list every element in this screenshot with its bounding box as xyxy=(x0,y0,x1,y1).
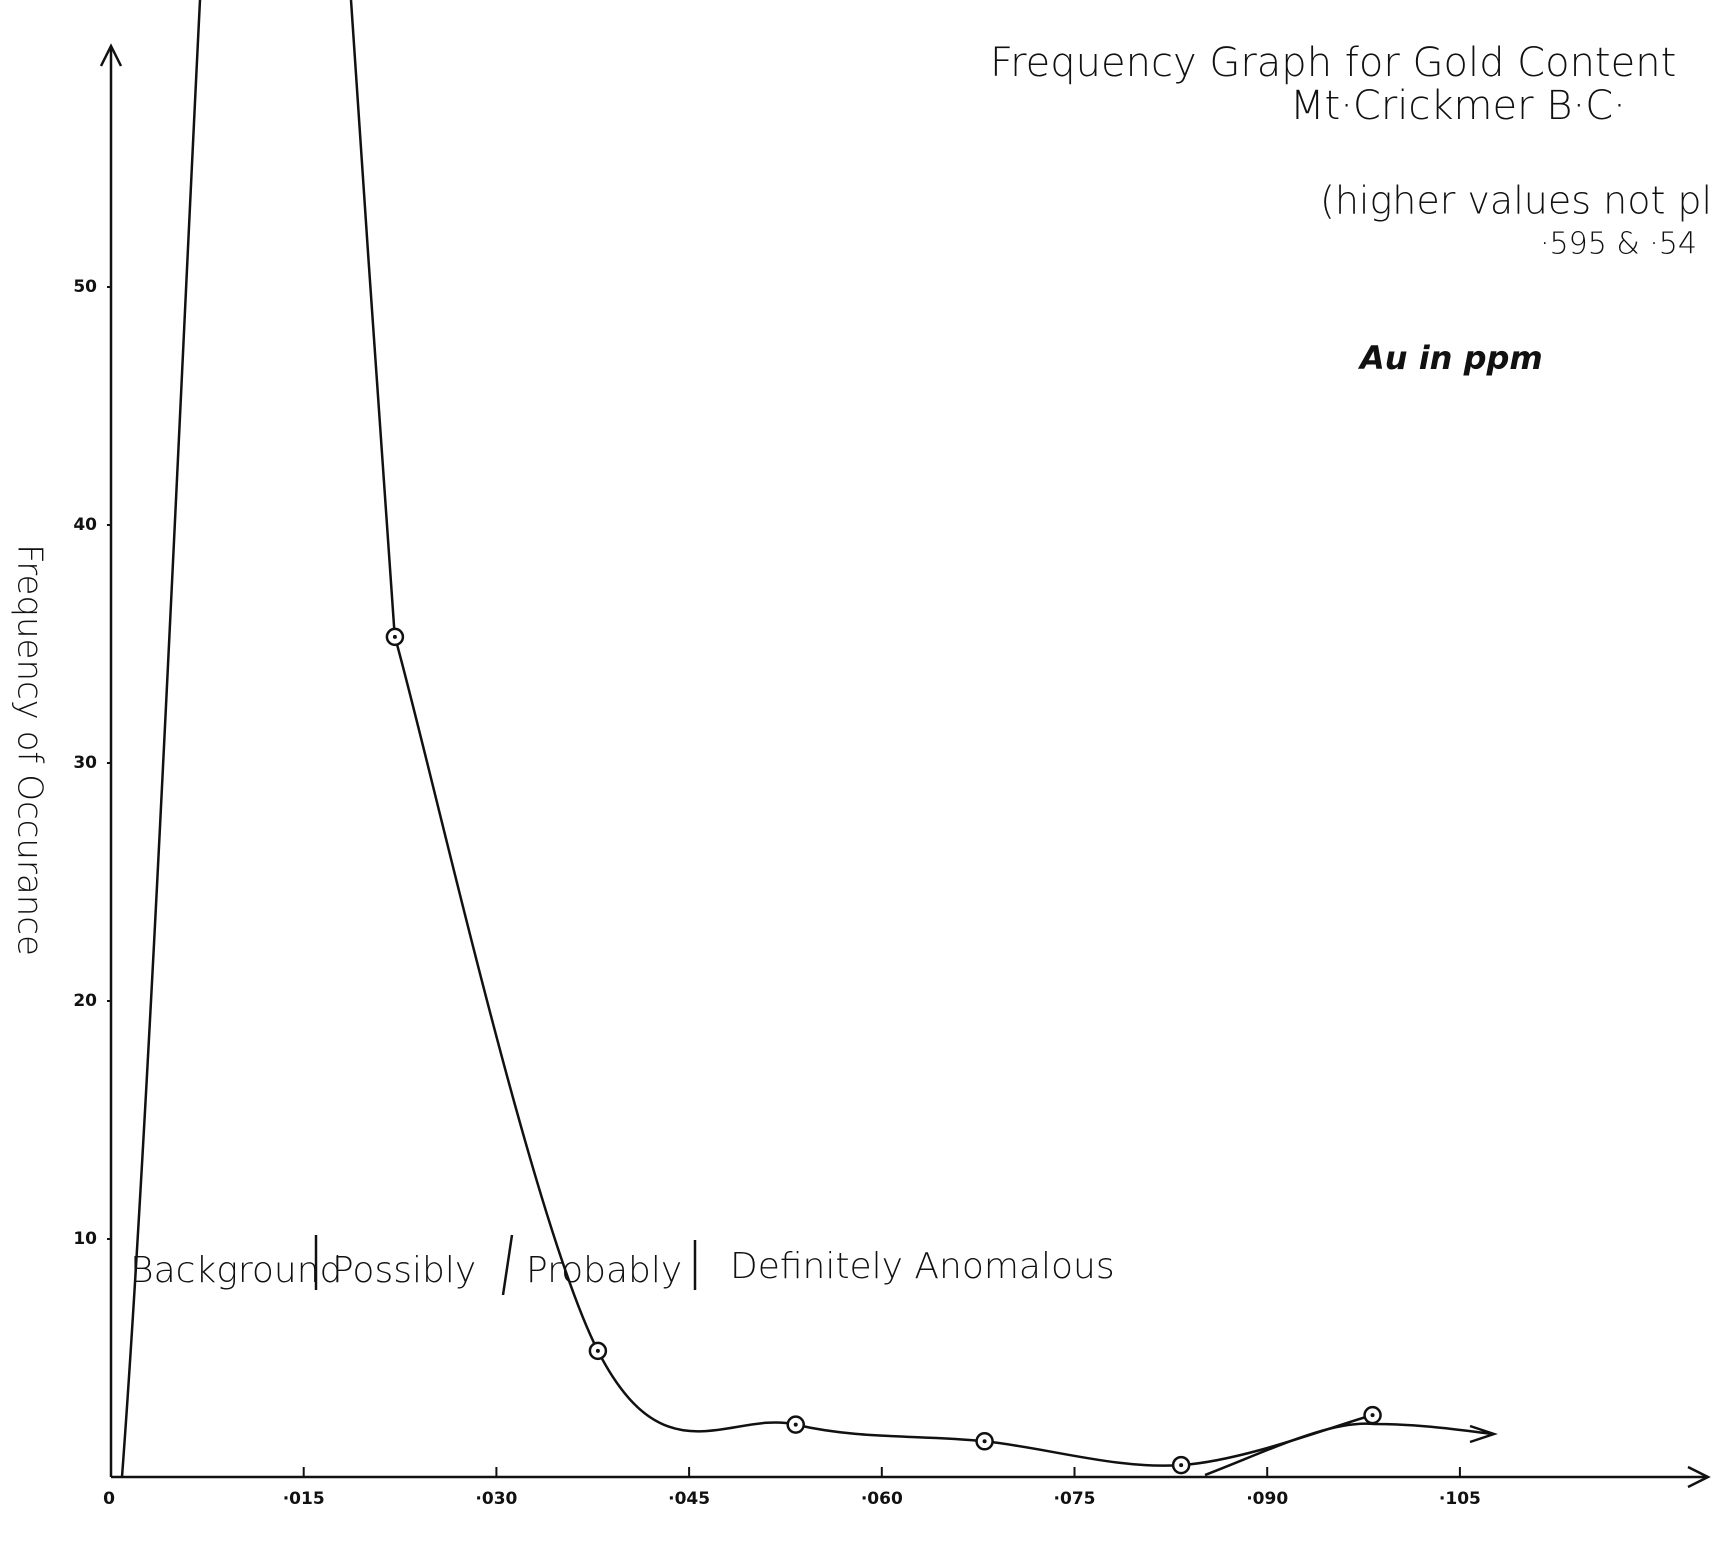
data-point-center xyxy=(1370,1413,1375,1418)
y-axis-label: Frequency of Occurance xyxy=(10,544,50,956)
series-line xyxy=(393,636,1373,1467)
data-point-center xyxy=(793,1422,798,1427)
data-point-center xyxy=(1179,1463,1184,1468)
zone-divider xyxy=(501,1234,514,1296)
curve-continuation xyxy=(1204,1422,1498,1477)
zone-label: Possibly xyxy=(332,1250,476,1291)
y-axis-arrow xyxy=(99,43,123,67)
x-tick-label: ·090 xyxy=(1246,1489,1288,1509)
zone-label: Probably xyxy=(526,1250,682,1291)
off-scale-peak xyxy=(120,0,397,1478)
annotation: (higher values not pl xyxy=(1320,179,1712,223)
annotation: Au in ppm xyxy=(1357,339,1543,377)
y-tick-label: 40 xyxy=(73,515,97,535)
annotation: ·595 & ·54 xyxy=(1540,227,1697,262)
x-tick-label: ·030 xyxy=(475,1489,517,1509)
y-tick-label: 10 xyxy=(73,1229,97,1249)
x-tick-label: ·045 xyxy=(668,1489,710,1509)
x-tick-label: ·015 xyxy=(283,1489,325,1509)
zone-label: Definitely Anomalous xyxy=(730,1246,1115,1287)
x-tick-label: ·075 xyxy=(1054,1489,1096,1509)
data-point-center xyxy=(392,634,397,639)
x-axis-arrow xyxy=(1687,1465,1711,1489)
x-tick-label: ·105 xyxy=(1439,1489,1481,1509)
y-tick-label: 20 xyxy=(73,991,97,1011)
y-tick-label: 50 xyxy=(73,277,97,297)
y-tick-label: 30 xyxy=(73,753,97,773)
chart-title: Frequency Graph for Gold Content xyxy=(990,40,1676,86)
zone-label: Background xyxy=(130,1250,342,1291)
x-tick-label: ·060 xyxy=(861,1489,903,1509)
data-point-center xyxy=(982,1439,987,1444)
x-tick-label: 0 xyxy=(103,1489,115,1509)
data-point-center xyxy=(595,1348,600,1353)
chart-subtitle: Mt·Crickmer B·C· xyxy=(1290,83,1626,129)
